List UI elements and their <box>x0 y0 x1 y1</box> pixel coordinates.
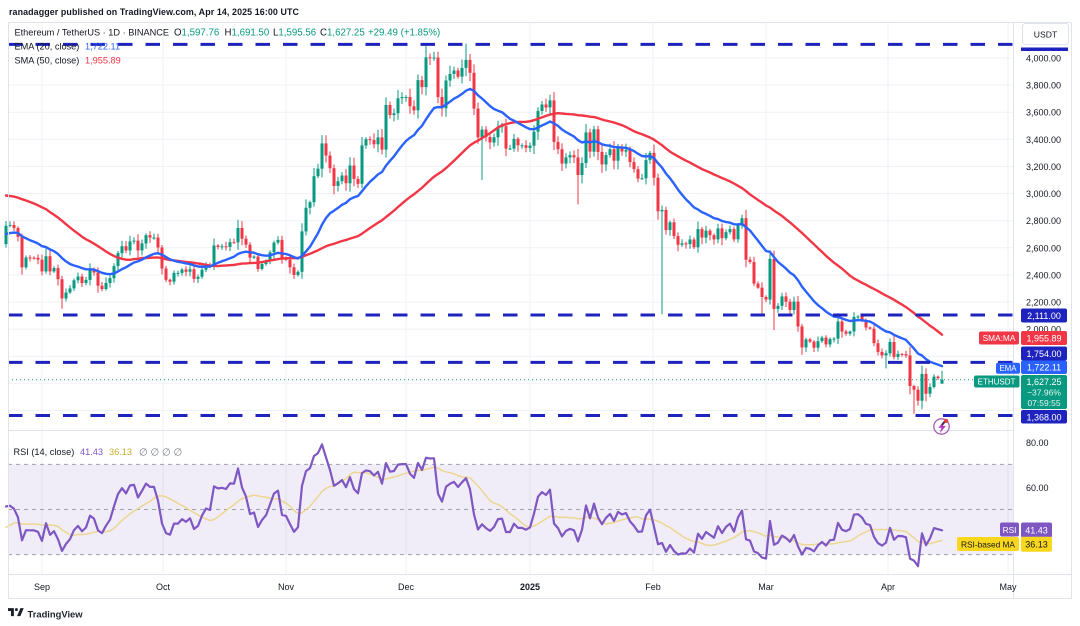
svg-text:1,955.89: 1,955.89 <box>85 56 121 66</box>
svg-text:H1,691.50: H1,691.50 <box>225 28 270 39</box>
svg-text:1,627.25: 1,627.25 <box>1026 377 1061 387</box>
svg-text:SMA:MA: SMA:MA <box>983 333 1016 343</box>
svg-text:2,600.00: 2,600.00 <box>1026 243 1061 253</box>
svg-text:3,000.00: 3,000.00 <box>1026 189 1061 199</box>
svg-text:Mar: Mar <box>758 582 774 592</box>
svg-text:RSI (14, close): RSI (14, close) <box>14 447 75 457</box>
svg-text:2,200.00: 2,200.00 <box>1026 298 1061 308</box>
svg-text:1,955.89: 1,955.89 <box>1026 333 1061 343</box>
svg-text:41.43: 41.43 <box>80 447 103 457</box>
svg-text:ETHUSDT: ETHUSDT <box>978 378 1016 387</box>
svg-text:4,000.00: 4,000.00 <box>1026 54 1061 64</box>
svg-text:3,400.00: 3,400.00 <box>1026 135 1061 145</box>
svg-text:Nov: Nov <box>278 582 295 592</box>
svg-text:2,400.00: 2,400.00 <box>1026 270 1061 280</box>
svg-text:Oct: Oct <box>156 582 171 592</box>
svg-text:2025: 2025 <box>520 582 540 592</box>
svg-text:1,722.11: 1,722.11 <box>85 42 120 52</box>
svg-text:07:59:55: 07:59:55 <box>1027 398 1060 408</box>
svg-text:∅: ∅ <box>174 448 183 459</box>
svg-text:3,800.00: 3,800.00 <box>1026 81 1061 91</box>
svg-text:C1,627.25: C1,627.25 <box>320 28 365 39</box>
svg-text:RSI: RSI <box>1003 525 1017 535</box>
svg-text:RSI-based MA: RSI-based MA <box>961 540 1015 550</box>
svg-text:Feb: Feb <box>645 582 661 592</box>
svg-text:Sep: Sep <box>34 582 50 592</box>
svg-text:Apr: Apr <box>881 582 895 592</box>
svg-text:TradingView: TradingView <box>28 609 84 620</box>
svg-text:O1,597.76: O1,597.76 <box>174 28 219 39</box>
svg-text:L1,595.56: L1,595.56 <box>273 28 316 39</box>
svg-text:∅: ∅ <box>139 448 148 459</box>
svg-text:1,368.00: 1,368.00 <box>1026 412 1061 422</box>
svg-text:SMA (50, close): SMA (50, close) <box>15 56 80 66</box>
svg-text:2,800.00: 2,800.00 <box>1026 216 1061 226</box>
svg-text:Dec: Dec <box>398 582 415 592</box>
svg-text:1,722.11: 1,722.11 <box>1027 363 1061 373</box>
svg-text:USDT: USDT <box>1034 30 1058 40</box>
svg-text:80.00: 80.00 <box>1026 438 1049 448</box>
svg-text:36.13: 36.13 <box>109 447 132 457</box>
svg-text:∅: ∅ <box>162 448 171 459</box>
svg-text:−37.96%: −37.96% <box>1027 388 1061 398</box>
svg-text:Ethereum / TetherUS · 1D · BIN: Ethereum / TetherUS · 1D · BINANCE <box>15 28 170 38</box>
svg-text:60.00: 60.00 <box>1026 483 1049 493</box>
svg-text:EMA: EMA <box>1000 364 1018 373</box>
svg-text:1,754.00: 1,754.00 <box>1026 349 1061 359</box>
svg-text:EMA (20, close): EMA (20, close) <box>15 42 80 52</box>
svg-text:+29.49 (+1.85%): +29.49 (+1.85%) <box>368 28 440 39</box>
svg-text:May: May <box>999 582 1017 592</box>
svg-text:3,200.00: 3,200.00 <box>1026 162 1061 172</box>
svg-text:36.13: 36.13 <box>1025 540 1048 550</box>
svg-text:3,600.00: 3,600.00 <box>1026 108 1061 118</box>
svg-text:41.43: 41.43 <box>1025 526 1048 536</box>
svg-text:2,111.00: 2,111.00 <box>1027 311 1061 321</box>
svg-text:2,000.00: 2,000.00 <box>1026 325 1061 335</box>
svg-text:∅: ∅ <box>151 448 160 459</box>
svg-text:ranadagger published on Tradin: ranadagger published on TradingView.com,… <box>9 7 300 17</box>
